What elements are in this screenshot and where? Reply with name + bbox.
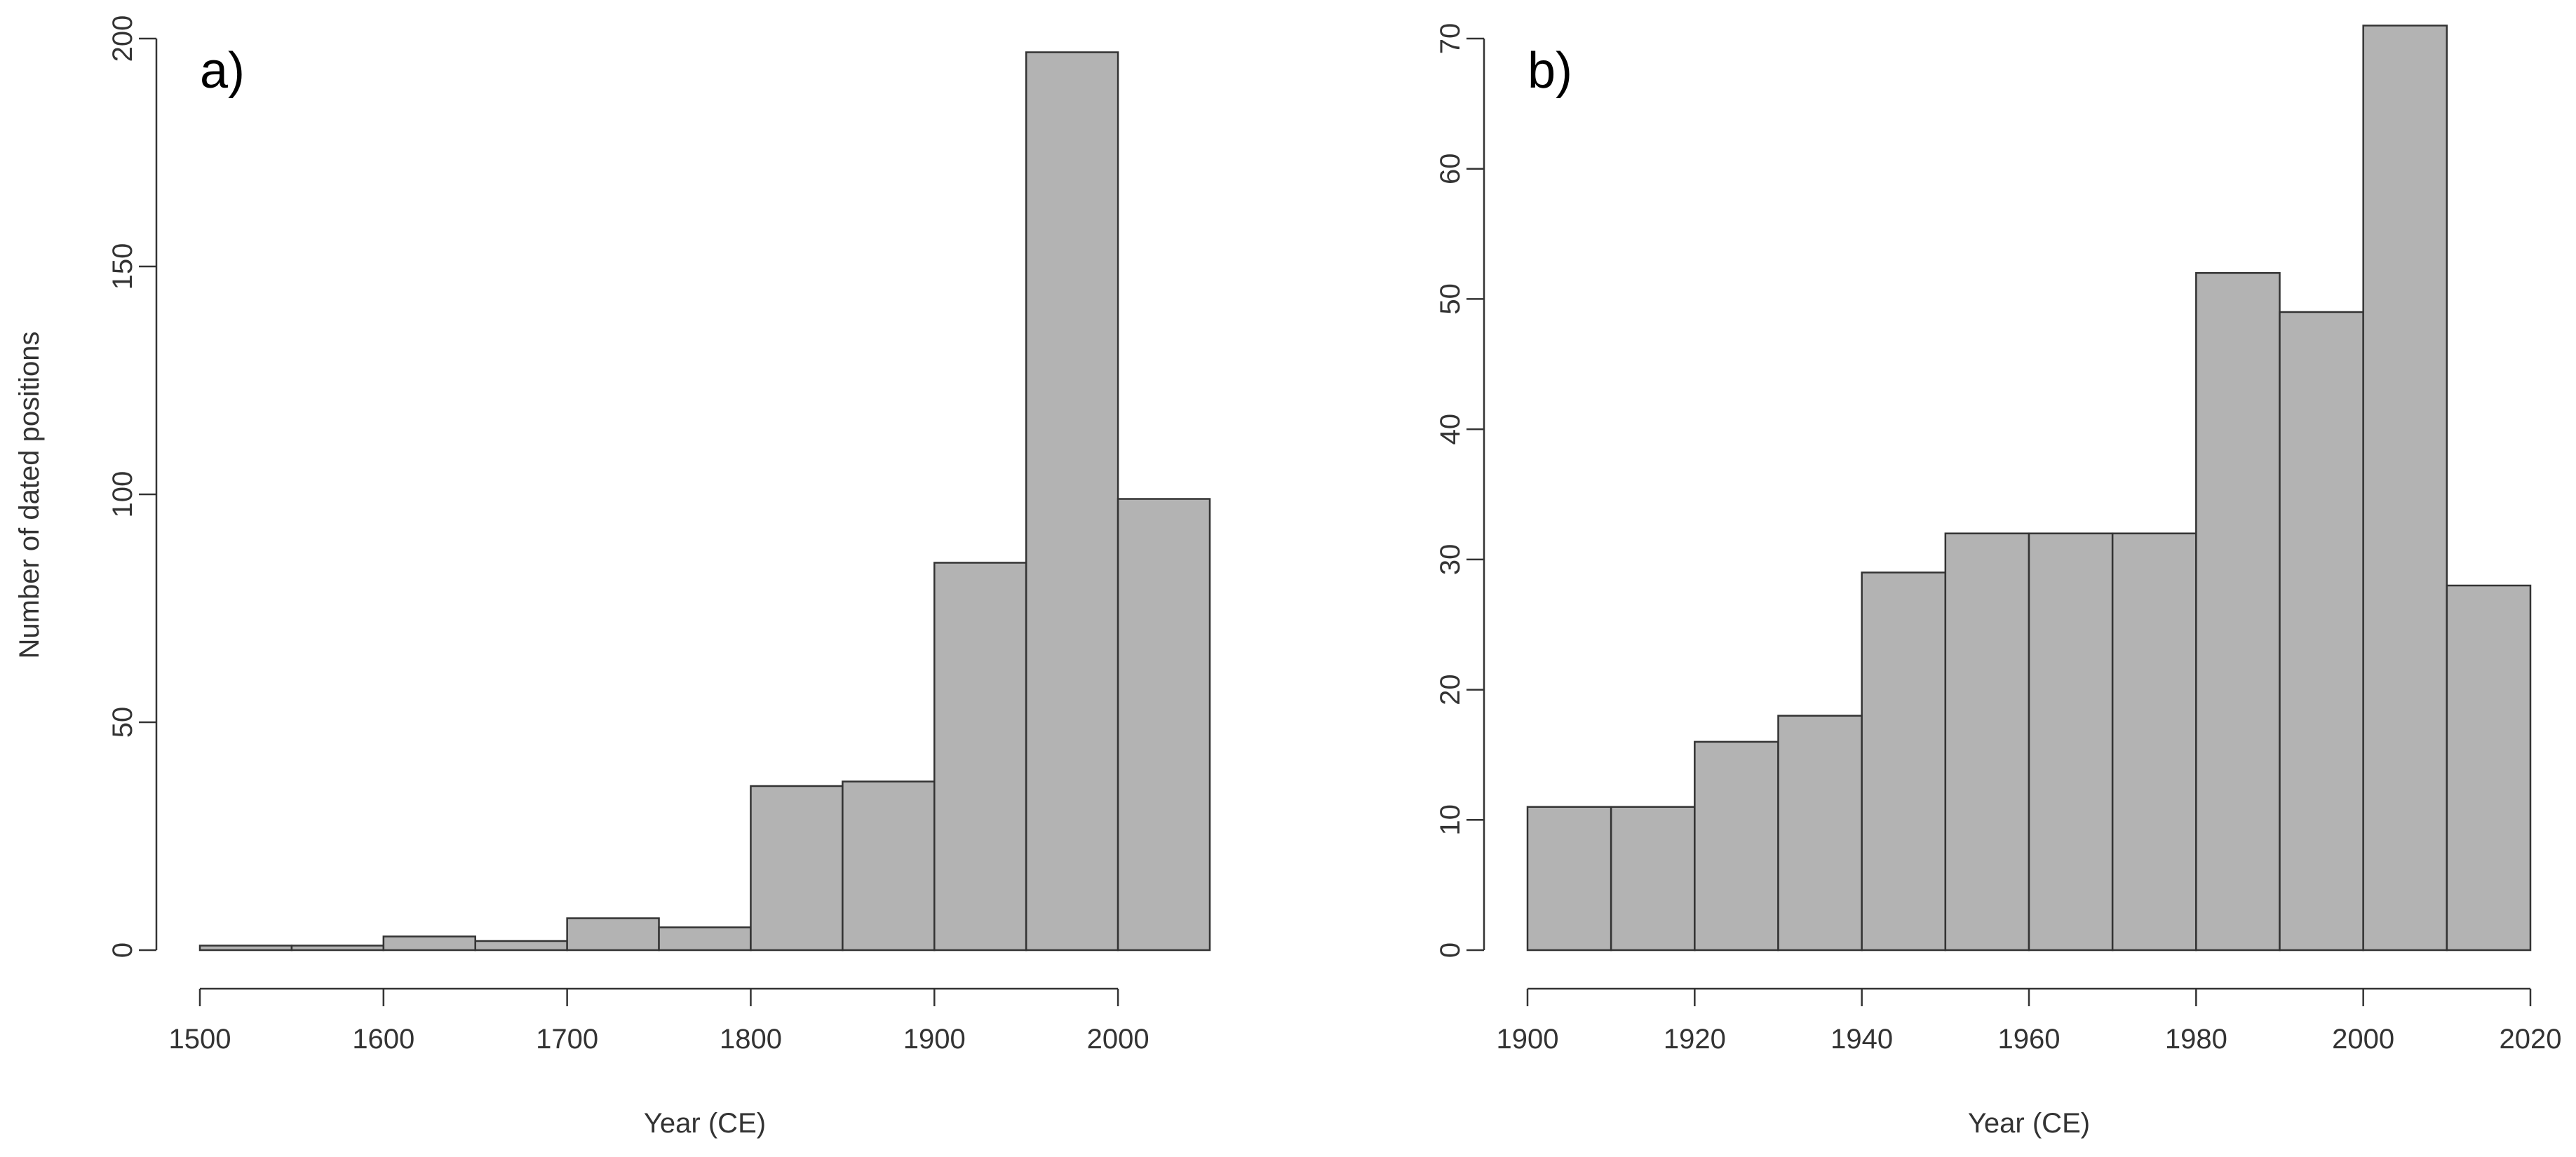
x-tick-label-b-6: 2020 — [2500, 1024, 2562, 1055]
histogram-bar-a-2 — [382, 935, 476, 952]
panel-label-b: b) — [1528, 43, 1572, 99]
x-tick-label-b-4: 1980 — [2165, 1024, 2227, 1055]
x-tick-label-a-4: 1900 — [903, 1024, 966, 1055]
y-tick-label-a-4: 200 — [107, 15, 138, 62]
histogram-bar-b-0 — [1526, 806, 1612, 952]
histogram-bar-b-6 — [2028, 532, 2114, 952]
histogram-panel-b: b) Year (CE) 1900 1920 1940 1960 1980 2000 202… — [1435, 23, 2561, 1139]
y-tick-label-b-4: 40 — [1435, 414, 1466, 445]
y-tick-label-a-0: 0 — [107, 942, 138, 958]
panel-label-a: a) — [200, 43, 245, 99]
x-tick-label-a-0: 1500 — [169, 1024, 231, 1055]
y-tick-label-b-1: 10 — [1435, 804, 1466, 836]
histogram-bar-a-0 — [198, 945, 293, 952]
x-tick-label-a-5: 2000 — [1087, 1024, 1149, 1055]
y-axis-title-a: Number of dated positions — [14, 332, 45, 659]
histogram-bar-b-1 — [1610, 806, 1696, 952]
histogram-bar-b-4 — [1861, 571, 1947, 952]
bars-b — [1526, 25, 2532, 952]
x-tick-label-b-3: 1960 — [1998, 1024, 2061, 1055]
histogram-bar-a-8 — [933, 562, 1027, 952]
histogram-bar-b-3 — [1777, 715, 1863, 952]
y-tick-label-b-7: 70 — [1435, 23, 1466, 55]
x-axis-title-a: Year (CE) — [644, 1108, 766, 1139]
x-tick-label-b-0: 1900 — [1497, 1024, 1559, 1055]
histogram-bar-b-11 — [2446, 584, 2532, 952]
histogram-bar-b-9 — [2279, 311, 2364, 952]
x-tick-label-b-5: 2000 — [2332, 1024, 2394, 1055]
y-tick-label-a-1: 50 — [107, 707, 138, 738]
y-tick-label-a-3: 150 — [107, 243, 138, 290]
bars-a — [198, 51, 1211, 952]
y-tick-label-b-2: 20 — [1435, 674, 1466, 705]
histogram-bar-b-5 — [1944, 532, 2030, 952]
histogram-bar-a-4 — [566, 917, 660, 952]
x-tick-label-a-3: 1800 — [720, 1024, 782, 1055]
histogram-bar-a-6 — [750, 785, 844, 952]
x-tick-label-a-1: 1600 — [352, 1024, 414, 1055]
y-tick-label-b-6: 60 — [1435, 153, 1466, 184]
histogram-bar-b-7 — [2111, 532, 2197, 952]
histogram-bar-a-7 — [842, 780, 936, 952]
histogram-bar-a-5 — [658, 926, 752, 952]
x-tick-label-b-1: 1920 — [1664, 1024, 1726, 1055]
histogram-bar-b-10 — [2362, 25, 2448, 952]
y-tick-label-b-5: 50 — [1435, 283, 1466, 315]
histogram-panel-a: a) Year (CE) Number of dated positions 1… — [14, 15, 1211, 1139]
x-tick-label-a-2: 1700 — [536, 1024, 598, 1055]
x-tick-label-b-2: 1940 — [1830, 1024, 1893, 1055]
histogram-bar-b-8 — [2195, 272, 2281, 952]
histogram-bar-a-10 — [1117, 498, 1211, 952]
histogram-bar-b-2 — [1694, 740, 1779, 952]
x-axis-title-b: Year (CE) — [1968, 1108, 2090, 1139]
histogram-bar-a-9 — [1025, 51, 1119, 952]
y-tick-label-b-0: 0 — [1435, 942, 1466, 958]
y-tick-label-b-3: 30 — [1435, 544, 1466, 576]
histogram-bar-a-3 — [474, 940, 568, 952]
histogram-bar-a-1 — [290, 945, 385, 952]
y-tick-label-a-2: 100 — [107, 471, 138, 518]
